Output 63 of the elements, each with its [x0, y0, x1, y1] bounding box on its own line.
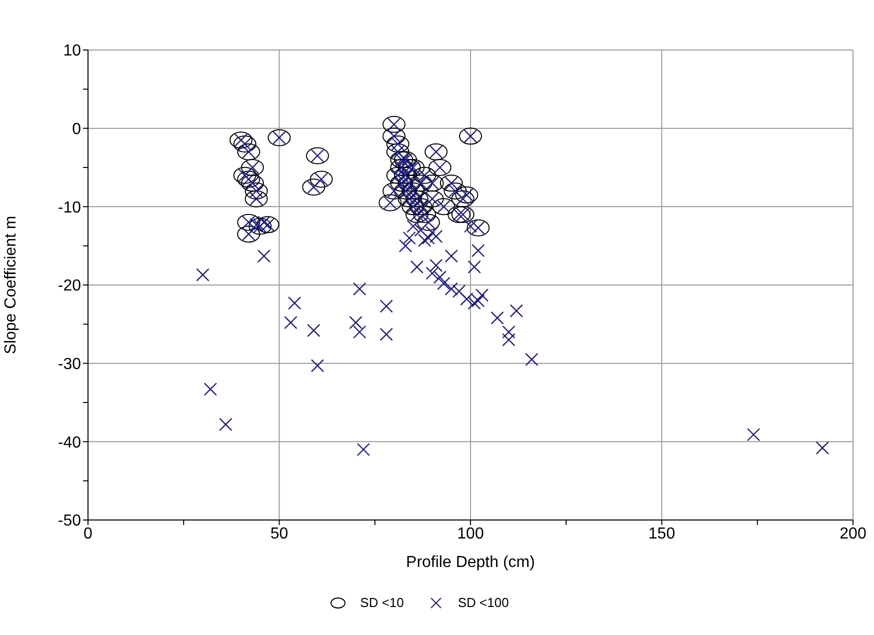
- point: [413, 206, 436, 223]
- point: [394, 151, 417, 168]
- point: [244, 182, 268, 200]
- point: [244, 190, 268, 208]
- point: [240, 159, 264, 176]
- point: [390, 151, 414, 168]
- x-tick-label: 0: [84, 525, 93, 542]
- point: [230, 132, 252, 149]
- y-tick-label: -40: [58, 434, 82, 452]
- point: [398, 190, 421, 208]
- y-tick-label: -10: [58, 199, 82, 216]
- point: [382, 128, 406, 145]
- point: [451, 206, 474, 223]
- point: [420, 190, 444, 208]
- point: [386, 143, 410, 160]
- y-tick-label: 10: [63, 42, 82, 60]
- x-tick-label: 50: [270, 525, 288, 542]
- point: [248, 218, 272, 235]
- x-axis-title: Profile Depth (cm): [406, 554, 535, 571]
- x-tick-label: 100: [457, 525, 484, 542]
- point: [455, 186, 478, 204]
- point: [378, 194, 402, 212]
- point: [386, 166, 410, 184]
- point: [444, 182, 467, 200]
- point: [237, 143, 260, 160]
- point: [466, 219, 490, 236]
- x-tick-label: 150: [648, 525, 676, 542]
- point: [405, 206, 428, 223]
- y-tick-label: -50: [58, 512, 82, 530]
- point: [237, 214, 260, 231]
- point: [390, 174, 414, 192]
- x-tick-label: 200: [840, 525, 866, 542]
- y-tick-label: 0: [72, 121, 82, 138]
- point: [240, 174, 264, 192]
- point: [416, 214, 440, 231]
- y-axis-title: Slope Coefficient m: [2, 216, 20, 354]
- point: [424, 143, 448, 160]
- legend-label: SD <100: [458, 595, 509, 610]
- point: [306, 147, 329, 164]
- point: [428, 159, 452, 176]
- point: [451, 190, 474, 208]
- point: [409, 198, 432, 216]
- point: [237, 170, 260, 188]
- point: [237, 226, 260, 243]
- y-tick-label: -30: [58, 356, 82, 374]
- point: [233, 136, 256, 152]
- point: [413, 166, 436, 184]
- point: [432, 198, 456, 216]
- point: [233, 166, 256, 184]
- legend-label: SD <10: [360, 595, 404, 610]
- point: [398, 159, 421, 176]
- point: [459, 128, 482, 145]
- point: [402, 198, 425, 216]
- y-tick-label: -20: [58, 278, 82, 295]
- point: [268, 129, 291, 146]
- point: [310, 170, 333, 188]
- point: [405, 190, 428, 208]
- point: [402, 182, 425, 200]
- point: [302, 178, 326, 196]
- point: [386, 136, 410, 152]
- point: [448, 206, 471, 223]
- point: [440, 174, 463, 192]
- point: [382, 116, 406, 133]
